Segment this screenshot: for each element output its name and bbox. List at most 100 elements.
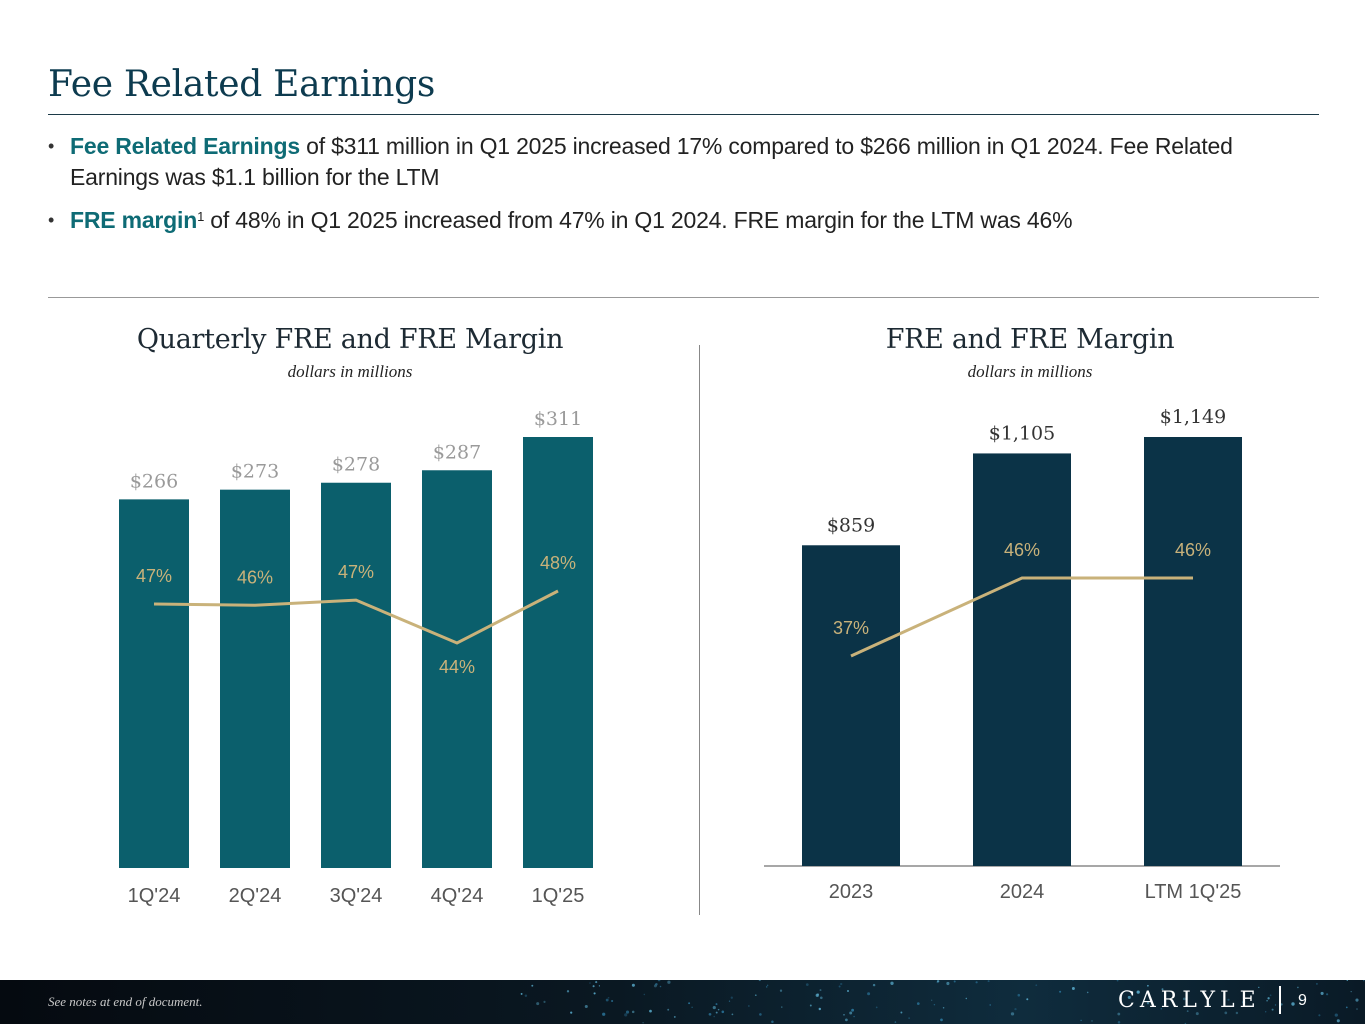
footer-star [818, 1007, 822, 1011]
x-tick-label: 1Q'25 [532, 885, 585, 907]
bar-value-label: $278 [332, 454, 380, 476]
footer-star [942, 1007, 945, 1009]
bullet-highlight: FRE margin [70, 207, 198, 233]
footer-star [1091, 1020, 1093, 1022]
footer-star [731, 1013, 734, 1016]
footer-star [1116, 980, 1119, 982]
right-chart-title: FRE and FRE Margin [885, 324, 1175, 355]
footer-star [766, 984, 769, 987]
footer-star [840, 982, 843, 986]
x-tick-label: 3Q'24 [330, 885, 383, 907]
footer-star [592, 985, 595, 988]
footer-star [1320, 991, 1324, 995]
footer-star [584, 1004, 588, 1009]
footer-star [721, 1010, 725, 1014]
footer-star [653, 984, 657, 988]
footer-star [1182, 997, 1186, 1001]
footer-star [771, 1020, 774, 1024]
bullet-highlight: Fee Related Earnings [70, 133, 300, 159]
footer-star [890, 981, 894, 985]
footer-star [849, 1011, 853, 1015]
footer-star [624, 1013, 628, 1017]
footer-note: See notes at end of document. [48, 994, 203, 1009]
chart-divider [699, 345, 700, 915]
fre-bar [422, 470, 492, 868]
footer-star [1318, 1014, 1321, 1017]
footer-star [1080, 1019, 1082, 1022]
footer-star [1299, 998, 1303, 1002]
footer-star [589, 982, 591, 984]
footer-star [625, 1010, 630, 1014]
footer-star [655, 982, 658, 986]
footer-star [1072, 980, 1074, 981]
footer-star [900, 1011, 903, 1014]
footer-star [607, 996, 610, 999]
footer-star [781, 1006, 783, 1008]
footer-star [845, 1018, 848, 1022]
x-tick-label: 1Q'24 [128, 885, 181, 907]
footer-star [975, 981, 978, 984]
bar-value-label: $859 [827, 514, 875, 536]
footer-star [667, 980, 671, 984]
footer-star [1035, 984, 1038, 987]
footer-star [531, 984, 534, 987]
footer-star [1345, 1006, 1348, 1009]
footer-star [649, 1009, 652, 1013]
footer-star [520, 992, 523, 995]
footer-star [1146, 1002, 1150, 1005]
bullet-text: of 48% in Q1 2025 increased from 47% in … [204, 207, 1073, 233]
footer-star [708, 1012, 712, 1016]
fre-bar [523, 437, 593, 868]
footer-star [1315, 982, 1318, 985]
footer-star [691, 1006, 693, 1009]
bar-value-label: $1,105 [989, 422, 1055, 444]
footer-star [598, 985, 601, 987]
footer-star [1326, 993, 1329, 996]
footer-star [543, 1000, 546, 1003]
footer-star [1010, 1012, 1015, 1016]
margin-line [850, 576, 1193, 658]
bullet-text: of $311 million in Q1 2025 increased 17%… [70, 133, 1233, 190]
x-tick-label: 4Q'24 [431, 885, 484, 907]
footer-star [1117, 1021, 1121, 1024]
footer-star [667, 1008, 670, 1011]
footer-star [989, 1004, 991, 1006]
margin-value-label: 48% [540, 553, 576, 573]
footer-star [1346, 980, 1349, 981]
footer-star [631, 983, 635, 987]
footer-star [1266, 999, 1268, 1002]
footer-star [593, 992, 596, 995]
footer-star [809, 1004, 812, 1007]
footer-star [965, 997, 968, 1000]
footer-star [1334, 1013, 1338, 1017]
footer-star [1026, 998, 1029, 1001]
footer-star [748, 1005, 750, 1007]
margin-value-label: 46% [237, 567, 273, 587]
footer-star [570, 1011, 573, 1014]
x-tick-label: LTM 1Q'25 [1145, 881, 1242, 903]
footer-star [1271, 1008, 1274, 1011]
margin-value-label: 46% [1004, 540, 1040, 560]
footer-star [853, 1015, 855, 1018]
footer-star [758, 980, 761, 982]
footer-star [940, 1018, 943, 1022]
footer-star [1265, 1011, 1267, 1013]
footer-bar: See notes at end of document. CARLYLE 9 [0, 980, 1365, 1024]
footer-star [1147, 984, 1149, 987]
bar-value-label: $1,149 [1160, 406, 1226, 428]
footer-star [605, 998, 609, 1002]
footer-star [524, 994, 528, 998]
footnote-marker: 1 [197, 209, 205, 224]
summary-bullets: Fee Related Earnings of $311 million in … [48, 131, 1308, 248]
footer-star [1207, 1003, 1210, 1006]
footer-star [805, 983, 809, 986]
footer-star [715, 1011, 718, 1014]
footer-star [1363, 980, 1365, 982]
bar-value-label: $311 [534, 408, 582, 430]
fre-bar [973, 453, 1071, 866]
footer-star [931, 999, 933, 1001]
footer-star [1014, 1007, 1017, 1011]
footer-star [1086, 991, 1089, 994]
margin-value-label: 44% [439, 657, 475, 677]
footer-star [717, 1008, 720, 1011]
